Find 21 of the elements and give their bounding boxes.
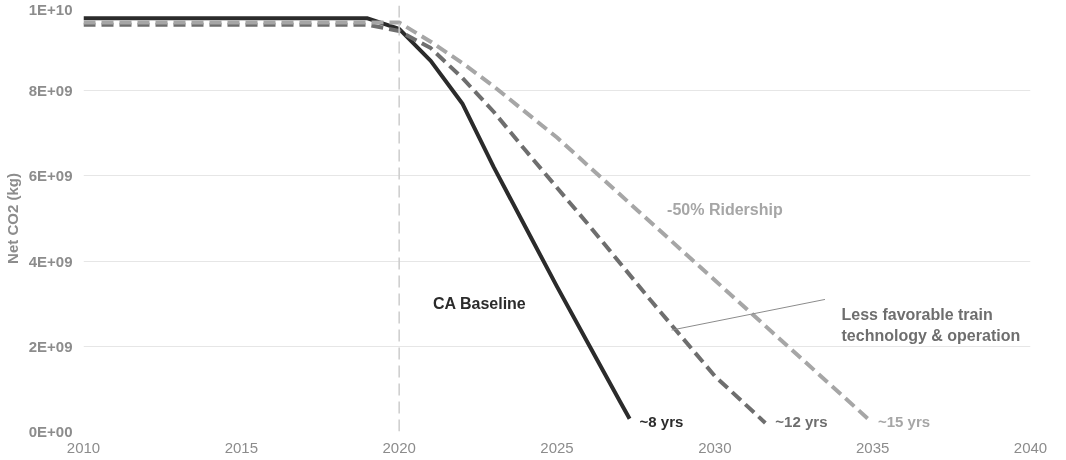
x-tick-label: 2035 xyxy=(855,438,890,456)
x-tick-label: 2030 xyxy=(698,438,732,456)
series-label: -50% Ridership xyxy=(667,201,783,219)
annotation: ~8 yrs xyxy=(639,412,684,430)
y-tick-label: 4E+09 xyxy=(28,252,73,270)
text: Less favorable train technology & operation xyxy=(841,306,1021,344)
x-tick-label: 2015 xyxy=(224,438,259,456)
y-tick-label: 8E+09 xyxy=(28,82,73,100)
annotation: ~15 yrs xyxy=(877,412,931,430)
y-axis-title: Net CO2 (kg) xyxy=(3,173,21,264)
line-series xyxy=(83,16,632,421)
x-tick-label: 2020 xyxy=(382,438,416,456)
x-tick-label: 2025 xyxy=(540,438,574,456)
y-tick-label: 2E+09 xyxy=(28,337,73,355)
x-tick-label: 2010 xyxy=(66,438,101,456)
y-tick-label: 0E+00 xyxy=(28,423,73,440)
x-tick-label: 2040 xyxy=(1013,438,1048,456)
y-tick-label: 1E+10 xyxy=(28,0,73,18)
annotation: ~12 yrs xyxy=(775,412,828,430)
y-tick-label: 6E+09 xyxy=(28,167,73,185)
series-label: CA Baseline xyxy=(432,295,526,313)
